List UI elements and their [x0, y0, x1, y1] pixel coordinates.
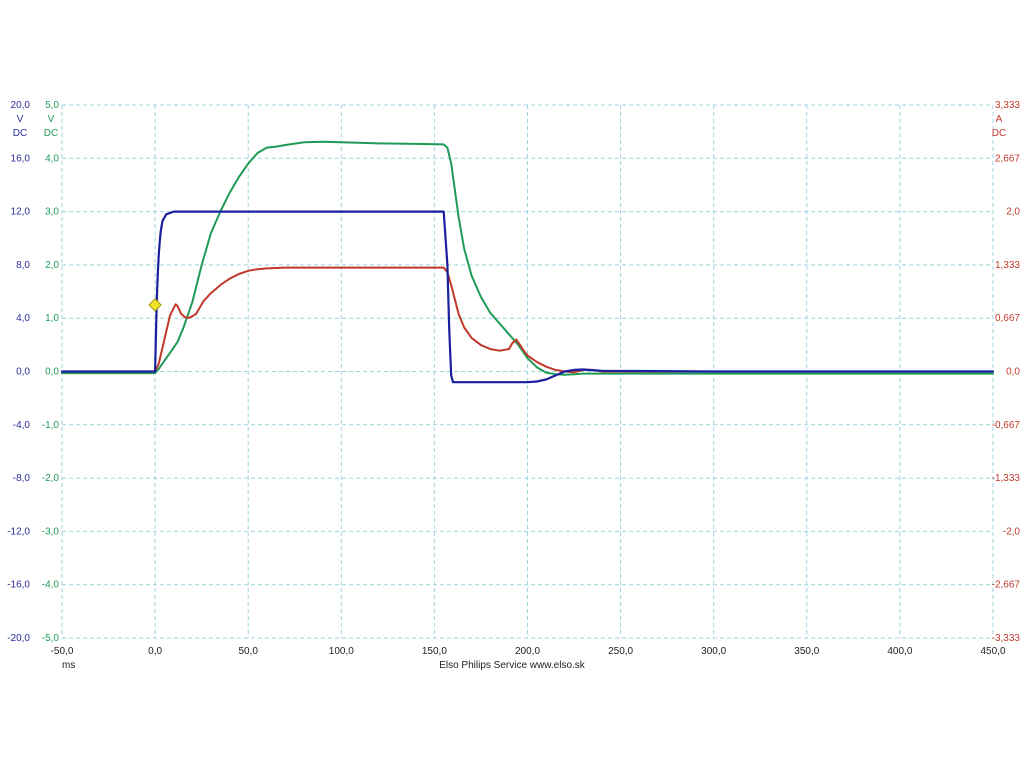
red-axis-tick-label: 2,667 [995, 153, 1020, 164]
blue-axis-tick-label: 16,0 [11, 153, 31, 164]
red-axis-tick-label: -2,0 [1003, 526, 1021, 537]
red-axis-tick-label: 0,0 [1006, 367, 1020, 378]
blue-axis-unit: V [17, 114, 24, 125]
green-axis-tick-label: 3,0 [45, 207, 59, 218]
blue-axis-tick-label: 20,0 [11, 100, 31, 111]
blue-axis-tick-label: 8,0 [16, 260, 30, 271]
green-axis-tick-label: -3,0 [42, 526, 60, 537]
trigger-marker-layer [148, 298, 162, 312]
x-axis-tick-label: 250,0 [608, 646, 633, 657]
red-trace [61, 266, 994, 374]
red-axis-unit: A [996, 114, 1003, 125]
red-axis-tick-label: 0,667 [995, 313, 1020, 324]
x-axis-unit-label: ms [62, 660, 75, 671]
red-axis-tick-label: -3,333 [992, 633, 1021, 644]
x-axis-tick-label: 350,0 [794, 646, 819, 657]
blue-axis-tick-label: -12,0 [7, 526, 30, 537]
x-axis-tick-label: 200,0 [515, 646, 540, 657]
green-axis-tick-label: -5,0 [42, 633, 60, 644]
x-axis-tick-label: 400,0 [887, 646, 912, 657]
traces [60, 140, 995, 384]
green-axis-tick-label: -4,0 [42, 580, 60, 591]
green-axis-tick-label: 5,0 [45, 100, 59, 111]
x-axis-tick-label: 300,0 [701, 646, 726, 657]
green-axis-tick-label: -2,0 [42, 473, 60, 484]
footer-credit: Elso Philips Service www.elso.sk [439, 660, 585, 671]
green-trace [61, 140, 994, 376]
green-axis-tick-label: 4,0 [45, 153, 59, 164]
red-axis-tick-label: -1,333 [992, 473, 1021, 484]
green-axis-unit: V [48, 114, 55, 125]
x-tick-labels: -50,0 0,0 50,0 100,0 150,0 200,0 250,0 300,0 350… [51, 646, 1006, 657]
red-axis-tick-label: 1,333 [995, 260, 1020, 271]
green-axis-tick-label: 0,0 [45, 367, 59, 378]
x-axis-tick-label: 50,0 [238, 646, 258, 657]
red-axis-tick-label: -2,667 [992, 580, 1021, 591]
blue-axis-tick-label: 12,0 [11, 207, 31, 218]
x-axis-tick-label: -50,0 [51, 646, 74, 657]
blue-axis-tick-label: 4,0 [16, 313, 30, 324]
blue-axis-tick-label: -8,0 [13, 473, 31, 484]
axis-headers: V DC V DC A DC [13, 114, 1006, 139]
green-axis-tick-label: 1,0 [45, 313, 59, 324]
blue-axis-tick-label: -20,0 [7, 633, 30, 644]
blue-trace [60, 210, 995, 384]
red-axis-tick-label: -0,667 [992, 420, 1021, 431]
red-axis-coupling: DC [992, 128, 1006, 139]
blue-axis-coupling: DC [13, 128, 27, 139]
blue-axis-tick-label: -4,0 [13, 420, 31, 431]
green-axis-tick-label: -1,0 [42, 420, 60, 431]
green-axis-coupling: DC [44, 128, 58, 139]
y-tick-labels: 20,0 16,0 12,0 8,0 4,0 0,0 -4,0 -8,0 -12,0 -16,0 -… [7, 100, 1020, 644]
trigger-marker [148, 298, 162, 312]
red-axis-tick-label: 2,0 [1006, 207, 1020, 218]
x-axis-tick-label: 0,0 [148, 646, 162, 657]
green-axis-tick-label: 2,0 [45, 260, 59, 271]
blue-axis-tick-label: 0,0 [16, 367, 30, 378]
x-axis-tick-label: 100,0 [329, 646, 354, 657]
x-axis-tick-label: 150,0 [422, 646, 447, 657]
x-axis-tick-label: 450,0 [980, 646, 1005, 657]
blue-axis-tick-label: -16,0 [7, 580, 30, 591]
red-axis-tick-label: 3,333 [995, 100, 1020, 111]
